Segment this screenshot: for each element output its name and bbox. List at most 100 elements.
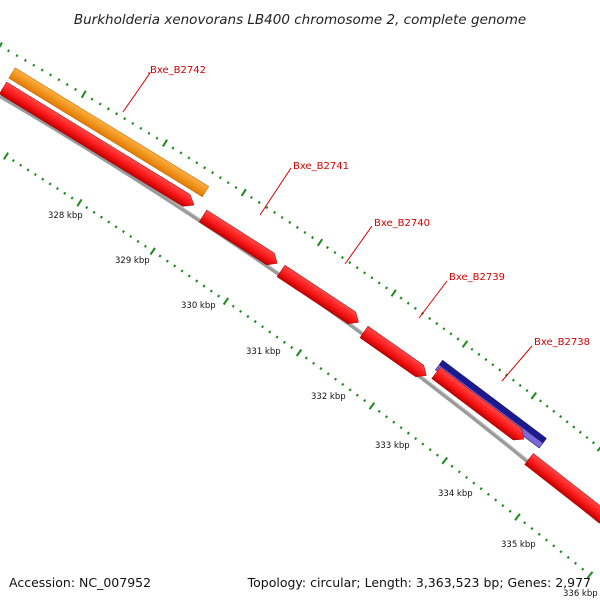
- minor-tick: [498, 368, 502, 372]
- minor-tick: [355, 266, 359, 270]
- gene-arrow[interactable]: [431, 367, 528, 444]
- inner-tick-track: [3, 152, 594, 579]
- accession-text: Accession: NC_007952: [9, 575, 151, 590]
- minor-tick: [450, 464, 454, 468]
- major-tick: [76, 198, 83, 207]
- kbp-label: 328 kbp: [48, 211, 83, 221]
- minor-tick: [226, 181, 230, 185]
- minor-tick: [559, 415, 563, 419]
- minor-tick: [303, 230, 307, 235]
- major-tick: [162, 139, 168, 148]
- minor-tick: [260, 325, 265, 329]
- minor-tick: [217, 294, 221, 298]
- minor-tick: [275, 335, 279, 339]
- minor-tick: [406, 301, 410, 305]
- minor-tick: [218, 176, 222, 180]
- minor-tick: [384, 415, 389, 419]
- gene-arrow[interactable]: [198, 209, 281, 269]
- minor-tick: [7, 49, 10, 53]
- minor-tick: [129, 234, 133, 239]
- minor-tick: [494, 498, 498, 502]
- minor-tick: [348, 388, 352, 392]
- major-tick: [3, 152, 9, 160]
- gene-name-label[interactable]: Bxe_B2740: [374, 218, 430, 229]
- gene-label-callouts: [122, 72, 533, 382]
- gene-name-label[interactable]: Bxe_B2738: [534, 337, 590, 348]
- minor-tick: [136, 239, 140, 243]
- major-tick: [390, 289, 397, 297]
- minor-tick: [304, 356, 308, 360]
- minor-tick: [333, 251, 337, 255]
- minor-tick: [187, 274, 191, 278]
- minor-tick: [70, 196, 74, 200]
- minor-tick: [538, 399, 543, 403]
- minor-tick: [511, 378, 515, 382]
- gene-name-label[interactable]: Bxe_B2742: [150, 65, 206, 76]
- minor-tick: [57, 78, 61, 82]
- gene-name-label[interactable]: Bxe_B2741: [293, 161, 349, 172]
- minor-tick: [486, 492, 490, 496]
- gene-arrow[interactable]: [276, 264, 362, 328]
- minor-tick: [456, 337, 460, 341]
- major-tick: [530, 391, 537, 400]
- minor-tick: [377, 409, 381, 413]
- minor-tick: [268, 330, 272, 334]
- blue-feature-bar: [435, 359, 547, 449]
- minor-tick: [165, 259, 169, 263]
- genome-backbone: [0, 94, 600, 524]
- minor-tick: [40, 68, 44, 72]
- major-tick: [222, 297, 230, 306]
- kbp-label: 331 kbp: [246, 347, 281, 357]
- minor-tick: [377, 281, 381, 285]
- minor-tick: [11, 159, 15, 163]
- minor-tick: [572, 425, 576, 429]
- major-tick: [149, 247, 156, 256]
- minor-tick: [147, 131, 151, 135]
- minor-tick: [399, 426, 403, 430]
- gene-labels: Bxe_B2742 Bxe_B2741 Bxe_B2740 Bxe_B2739 Bxe_…: [150, 65, 590, 348]
- minor-tick: [530, 526, 534, 531]
- minor-tick: [249, 195, 253, 200]
- minor-tick: [98, 102, 102, 106]
- minor-tick: [143, 244, 147, 248]
- gene-arrow[interactable]: [524, 453, 600, 531]
- minor-tick: [155, 136, 159, 140]
- minor-tick: [33, 172, 37, 177]
- gene-arrow[interactable]: [0, 81, 198, 211]
- minor-tick: [23, 58, 27, 62]
- kbp-label: 336 kbp: [563, 589, 598, 599]
- minor-tick: [15, 54, 19, 58]
- coordinate-labels: 328 kbp 329 kbp 330 kbp 331 kbp 332 kbp 333 k…: [48, 211, 598, 599]
- minor-tick: [139, 126, 143, 130]
- minor-tick: [26, 168, 30, 172]
- minor-tick: [340, 256, 344, 260]
- minor-tick: [355, 393, 359, 397]
- minor-tick: [581, 567, 585, 571]
- minor-tick: [253, 320, 257, 324]
- minor-tick: [591, 441, 595, 445]
- minor-tick: [288, 220, 292, 224]
- kbp-label: 330 kbp: [181, 301, 216, 311]
- minor-tick: [525, 389, 529, 393]
- minor-tick: [280, 215, 284, 219]
- kbp-label: 334 kbp: [438, 489, 473, 499]
- minor-tick: [74, 87, 77, 91]
- minor-tick: [479, 487, 483, 491]
- minor-tick: [231, 304, 235, 308]
- minor-tick: [179, 151, 183, 155]
- major-tick: [80, 90, 87, 99]
- major-tick: [596, 446, 600, 452]
- minor-tick: [246, 314, 250, 319]
- minor-tick: [310, 235, 315, 240]
- major-tick: [586, 571, 594, 579]
- gene-name-label[interactable]: Bxe_B2739: [449, 272, 505, 283]
- minor-tick: [265, 205, 269, 210]
- minor-tick: [99, 215, 103, 219]
- gene-arrow[interactable]: [359, 325, 430, 381]
- minor-tick: [501, 504, 505, 508]
- kbp-label: 335 kbp: [501, 540, 536, 550]
- minor-tick: [319, 367, 323, 371]
- minor-tick: [585, 435, 589, 440]
- minor-tick: [457, 470, 461, 474]
- minor-tick: [449, 332, 453, 336]
